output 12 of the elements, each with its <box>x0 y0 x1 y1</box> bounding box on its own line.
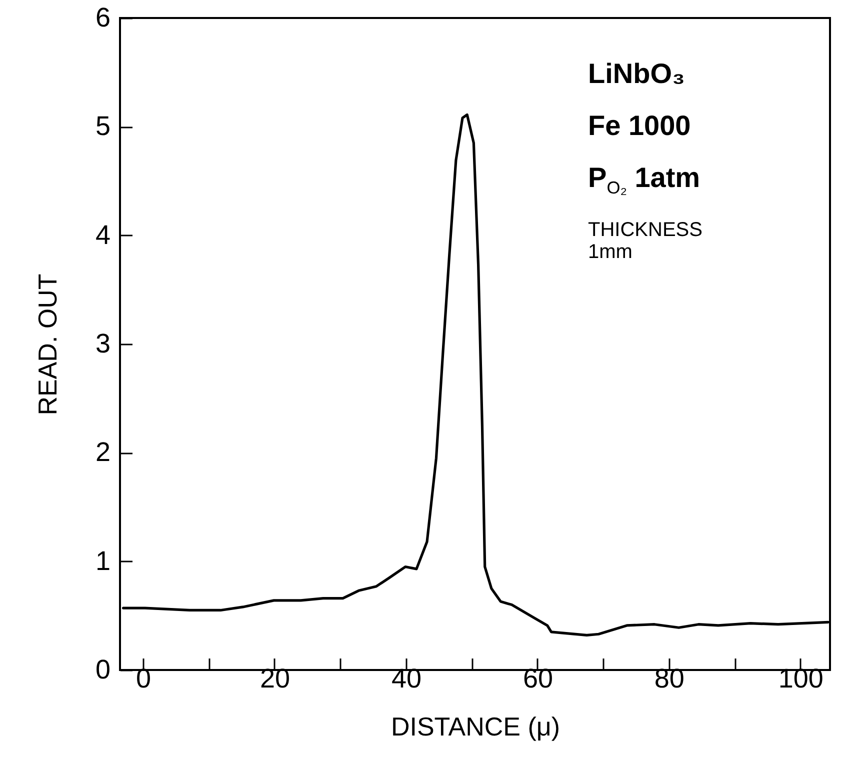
annotation: THICKNESS 1mm <box>588 218 704 263</box>
y-tick-label: 1 <box>95 546 110 576</box>
y-tick-label: 6 <box>95 2 110 32</box>
annotation: P$_{O₂}$ 1atm <box>588 162 702 199</box>
x-axis-title: DISTANCE (μ) <box>390 712 560 742</box>
y-tick-label: 2 <box>95 437 110 468</box>
annotation: LiNbO₃ <box>588 58 686 90</box>
annotation: Fe 1000 <box>588 110 692 142</box>
y-tick-label: 4 <box>95 220 110 250</box>
y-tick-label: 5 <box>95 111 110 142</box>
y-tick-label: 3 <box>95 328 110 358</box>
y-axis-title: READ. OUT <box>32 274 62 416</box>
